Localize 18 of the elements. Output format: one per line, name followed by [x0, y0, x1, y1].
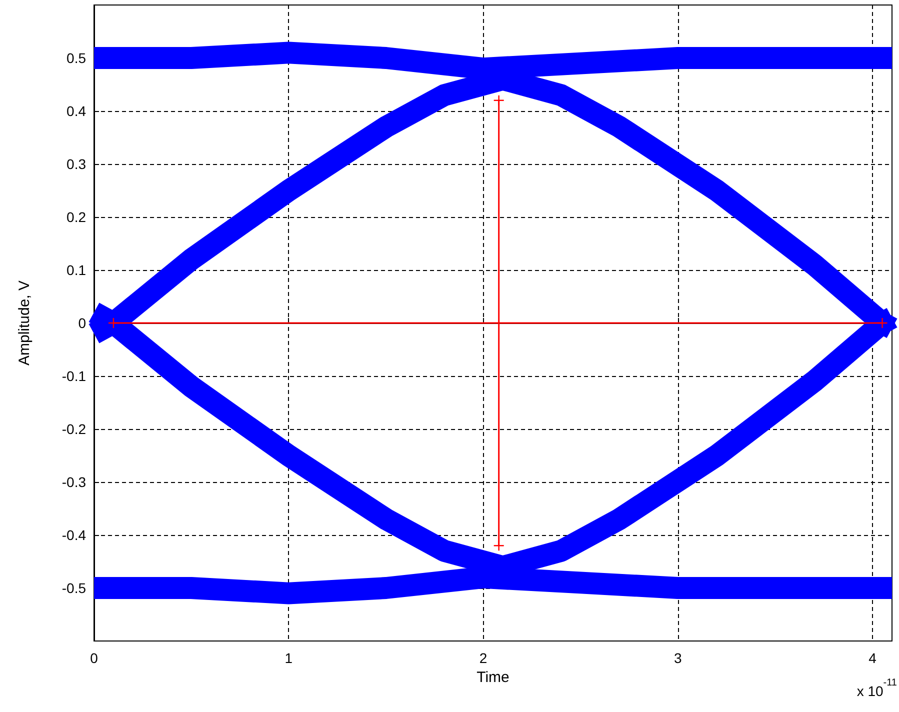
- y-tick-label: -0.5: [62, 580, 86, 596]
- x-tick-label: 4: [868, 650, 877, 666]
- y-tick-label: -0.3: [62, 474, 86, 490]
- y-tick-label: 0.5: [66, 50, 86, 66]
- y-tick-label: 0.4: [66, 103, 86, 119]
- y-tick-label: -0.2: [62, 421, 86, 437]
- x-axis-title: Time: [476, 668, 510, 686]
- x-tick-label: 0: [90, 650, 98, 666]
- y-tick-label: -0.4: [62, 527, 86, 543]
- x-tick-label: 2: [479, 650, 488, 666]
- y-tick-label: -0.1: [62, 368, 86, 384]
- y-tick-label: 0.3: [66, 156, 86, 172]
- y-tick-label: 0: [78, 315, 86, 331]
- y-tick-label: 0.2: [66, 209, 86, 225]
- y-tick-label: 0.1: [66, 262, 86, 278]
- x-tick-label: 3: [674, 650, 682, 666]
- x-tick-label: 1: [284, 650, 293, 666]
- y-axis-title: Amplitude, V: [16, 280, 33, 366]
